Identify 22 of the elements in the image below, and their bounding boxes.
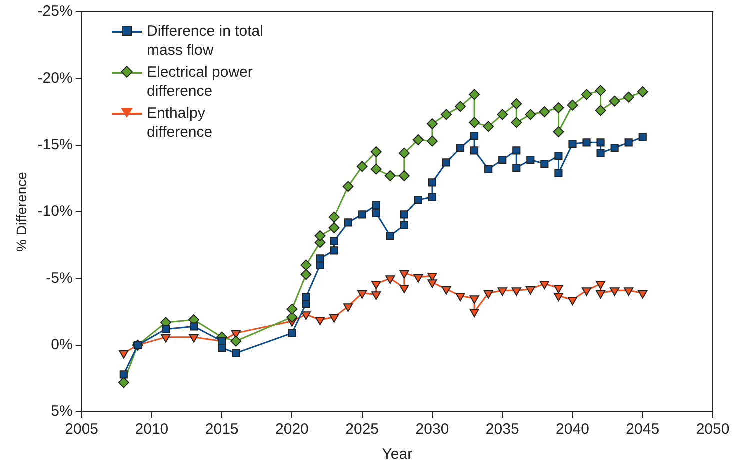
x-tick-label: 2030 <box>416 421 450 438</box>
legend-label: Difference in total mass flow <box>147 22 264 60</box>
x-tick-label: 2015 <box>205 421 239 438</box>
y-tick-label: -15% <box>38 136 73 154</box>
x-tick-label: 2005 <box>65 421 99 438</box>
y-tick-label: -10% <box>38 203 73 220</box>
y-tick-label: -25% <box>38 3 73 20</box>
x-tick-label: 2035 <box>486 421 520 438</box>
x-axis-title: Year <box>382 446 413 464</box>
x-tick-label: 2020 <box>276 421 309 438</box>
x-tick-label: 2025 <box>346 421 380 438</box>
legend-label: Electrical power difference <box>147 63 254 101</box>
x-tick-label: 2045 <box>626 421 660 438</box>
y-tick-label: 5% <box>51 403 73 420</box>
x-tick-label: 2050 <box>696 421 730 438</box>
y-tick-label: 0% <box>51 336 73 354</box>
x-tick-label: 2010 <box>135 421 169 438</box>
y-tick-label: -5% <box>46 270 73 287</box>
x-tick-label: 2040 <box>556 421 590 438</box>
legend-label: Enthalpy difference <box>147 104 214 142</box>
y-axis-title: % Difference <box>13 172 30 252</box>
y-tick-label: -20% <box>38 70 73 87</box>
